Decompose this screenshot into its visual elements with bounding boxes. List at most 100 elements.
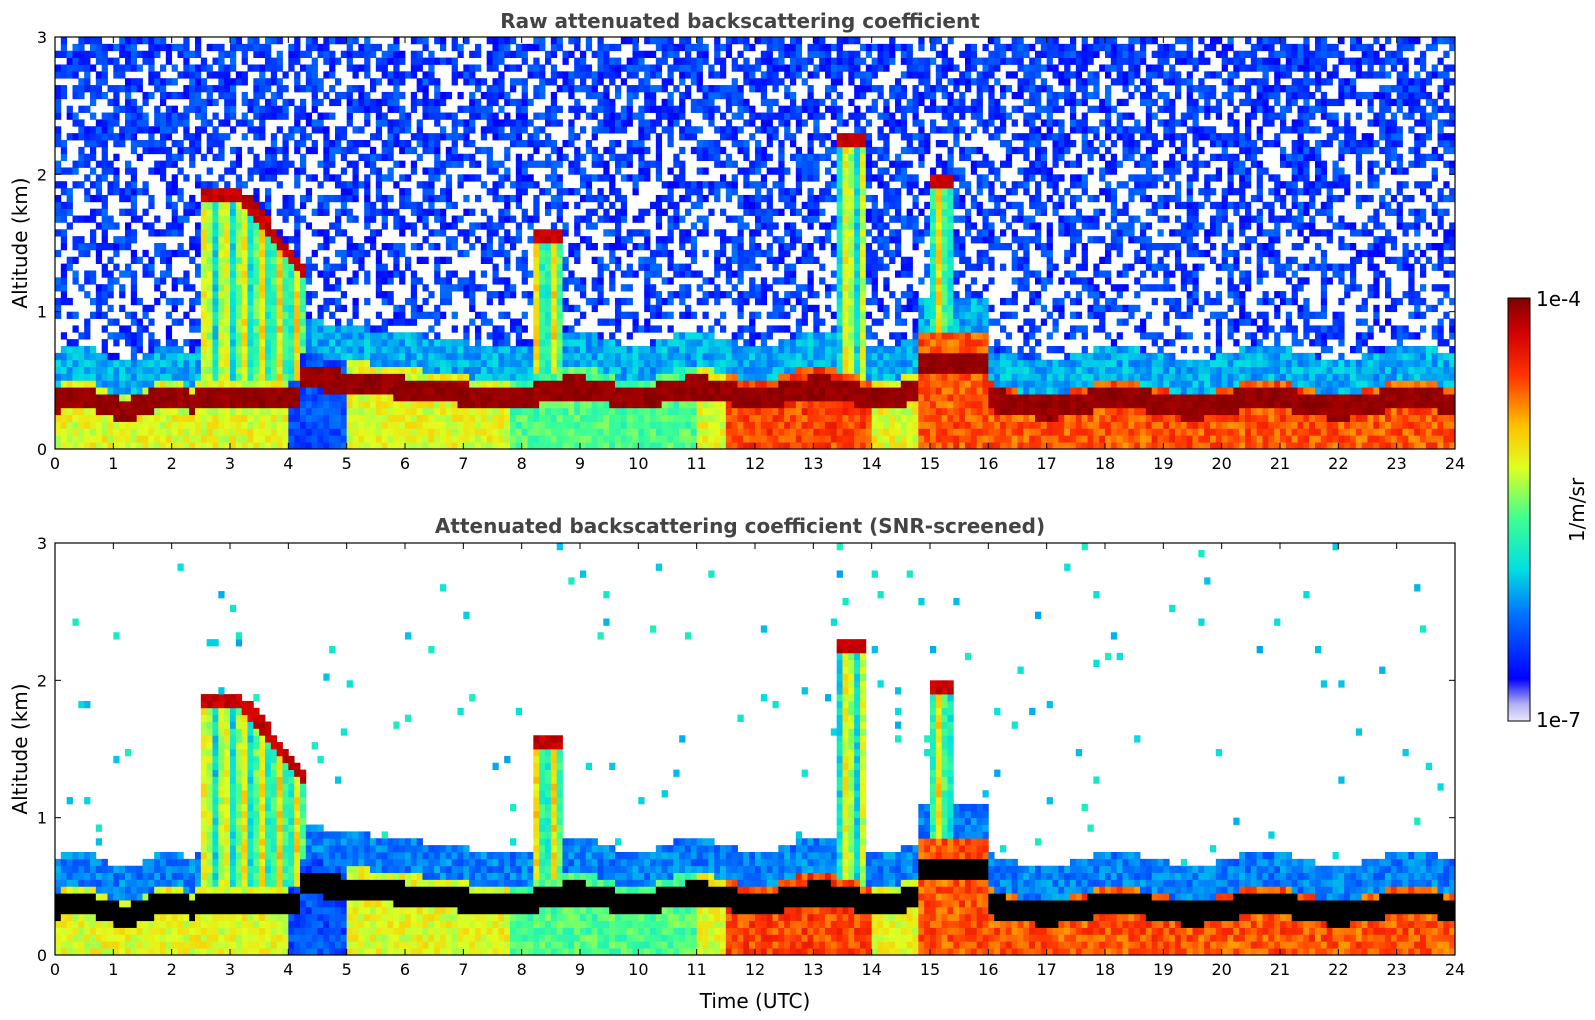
heatmap-cell xyxy=(108,161,114,168)
heatmap-cell xyxy=(172,408,178,415)
heatmap-cell xyxy=(131,64,137,71)
heatmap-cell xyxy=(131,373,137,380)
heatmap-cell xyxy=(148,415,154,422)
heatmap-cell xyxy=(236,147,242,154)
heatmap-cell xyxy=(283,71,289,78)
heatmap-cell xyxy=(119,44,125,51)
heatmap-cell xyxy=(323,264,329,271)
heatmap-cell xyxy=(253,99,259,106)
heatmap-cell xyxy=(388,250,394,257)
heatmap-cell xyxy=(382,202,388,209)
heatmap-cell xyxy=(253,222,259,229)
heatmap-cell xyxy=(84,106,90,113)
heatmap-cell xyxy=(405,360,411,367)
heatmap-cell xyxy=(283,394,289,401)
heatmap-cell xyxy=(294,387,300,394)
heatmap-cell xyxy=(388,346,394,353)
heatmap-cell xyxy=(143,408,149,415)
heatmap-cell xyxy=(218,209,224,216)
heatmap-cell xyxy=(218,140,224,147)
heatmap-cell xyxy=(102,133,108,140)
heatmap-cell xyxy=(294,106,300,113)
heatmap-cell xyxy=(67,298,73,305)
heatmap-cell xyxy=(358,106,364,113)
heatmap-cell xyxy=(61,422,67,429)
heatmap-cell xyxy=(201,435,207,442)
heatmap-cell xyxy=(388,367,394,374)
heatmap-cell xyxy=(108,394,114,401)
heatmap-cell xyxy=(323,174,329,181)
heatmap-cell xyxy=(283,264,289,271)
heatmap-cell xyxy=(148,92,154,99)
heatmap-cell xyxy=(469,209,475,216)
heatmap-cell xyxy=(283,353,289,360)
heatmap-cell xyxy=(160,243,166,250)
heatmap-cell xyxy=(376,435,382,442)
heatmap-cell xyxy=(265,367,271,374)
heatmap-cell xyxy=(318,229,324,236)
heatmap-cell xyxy=(236,305,242,312)
heatmap-cell xyxy=(376,387,382,394)
heatmap-cell xyxy=(370,415,376,422)
heatmap-cell xyxy=(61,360,67,367)
heatmap-cell xyxy=(154,339,160,346)
heatmap-cell xyxy=(195,319,201,326)
heatmap-cell xyxy=(73,415,79,422)
heatmap-cell xyxy=(271,257,277,264)
heatmap-cell xyxy=(160,373,166,380)
heatmap-cell xyxy=(230,380,236,387)
heatmap-cell xyxy=(160,140,166,147)
heatmap-cell xyxy=(417,85,423,92)
heatmap-cell xyxy=(78,394,84,401)
heatmap-cell xyxy=(236,428,242,435)
heatmap-cell xyxy=(73,216,79,223)
heatmap-cell xyxy=(96,174,102,181)
heatmap-cell xyxy=(399,346,405,353)
heatmap-cell xyxy=(166,312,172,319)
heatmap-cell xyxy=(73,387,79,394)
heatmap-cell xyxy=(312,442,318,449)
heatmap-cell xyxy=(201,250,207,257)
heatmap-cell xyxy=(230,291,236,298)
heatmap-cell xyxy=(248,99,254,106)
heatmap-cell xyxy=(347,277,353,284)
heatmap-cell xyxy=(306,380,312,387)
heatmap-cell xyxy=(428,339,434,346)
heatmap-cell xyxy=(323,113,329,120)
heatmap-cell xyxy=(341,257,347,264)
heatmap-cell xyxy=(218,394,224,401)
heatmap-cell xyxy=(119,270,125,277)
heatmap-cell xyxy=(399,106,405,113)
heatmap-cell xyxy=(341,147,347,154)
heatmap-cell xyxy=(67,401,73,408)
heatmap-cell xyxy=(131,428,137,435)
heatmap-cell xyxy=(236,367,242,374)
heatmap-cell xyxy=(178,154,184,161)
heatmap-cell xyxy=(160,291,166,298)
heatmap-cell xyxy=(283,270,289,277)
heatmap-cell xyxy=(353,428,359,435)
heatmap-cell xyxy=(218,422,224,429)
heatmap-cell xyxy=(323,257,329,264)
heatmap-cell xyxy=(242,319,248,326)
heatmap-cell xyxy=(73,408,79,415)
heatmap-cell xyxy=(458,380,464,387)
heatmap-cell xyxy=(300,264,306,271)
heatmap-cell xyxy=(236,373,242,380)
heatmap-cell xyxy=(277,312,283,319)
heatmap-cell xyxy=(323,243,329,250)
heatmap-cell xyxy=(236,442,242,449)
heatmap-cell xyxy=(84,37,90,44)
heatmap-cell xyxy=(434,360,440,367)
heatmap-cell xyxy=(78,147,84,154)
heatmap-cell xyxy=(463,346,469,353)
heatmap-cell xyxy=(178,140,184,147)
heatmap-cell xyxy=(364,380,370,387)
heatmap-cell xyxy=(341,325,347,332)
heatmap-cell xyxy=(102,312,108,319)
heatmap-cell xyxy=(131,332,137,339)
heatmap-cell xyxy=(329,195,335,202)
heatmap-cell xyxy=(440,99,446,106)
heatmap-cell xyxy=(399,229,405,236)
heatmap-cell xyxy=(143,415,149,422)
